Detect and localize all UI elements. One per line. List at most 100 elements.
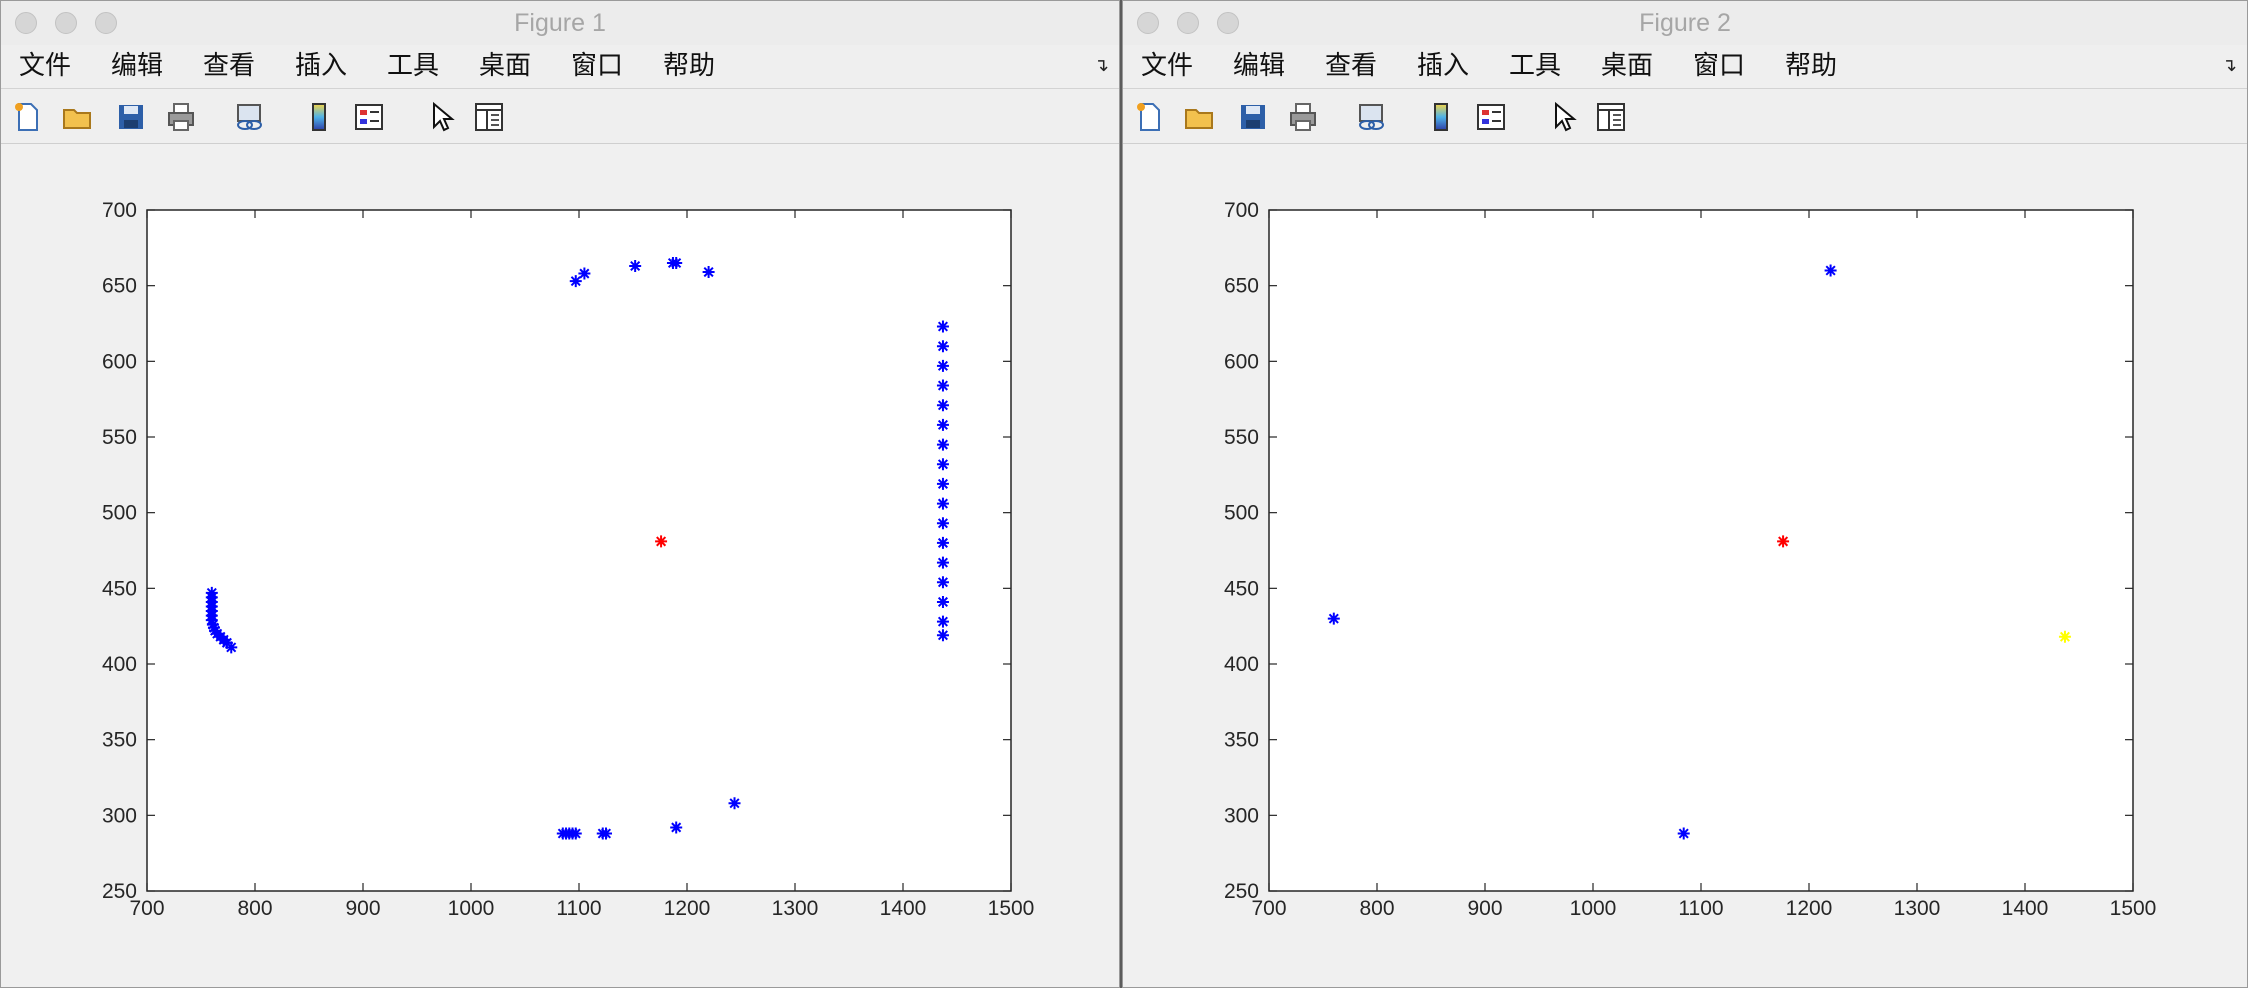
x-tick-label: 1000 bbox=[448, 897, 495, 920]
data-point bbox=[207, 621, 220, 634]
y-tick-label: 500 bbox=[102, 502, 137, 525]
y-tick-label: 350 bbox=[102, 729, 137, 752]
menu-edit[interactable]: 编辑 bbox=[111, 51, 164, 81]
save-icon[interactable] bbox=[115, 101, 147, 133]
axes-box bbox=[1268, 209, 2134, 892]
window-title: Figure 1 bbox=[514, 9, 606, 37]
close-window-button[interactable] bbox=[15, 12, 37, 34]
y-tick-label: 400 bbox=[102, 653, 137, 676]
data-point bbox=[936, 576, 949, 589]
data-point bbox=[1824, 264, 1837, 277]
data-point bbox=[936, 399, 949, 412]
menu-file[interactable]: 文件 bbox=[19, 51, 72, 81]
figure-toolbar bbox=[1, 89, 1119, 144]
title-bar[interactable]: Figure 1 bbox=[1, 1, 1119, 46]
scatter-plot[interactable]: 700 800 900 1000 1100 1200 1300 1400 1500 700 650 6… bbox=[1123, 144, 2248, 988]
data-point bbox=[1327, 612, 1340, 625]
x-tick-label: 1100 bbox=[1678, 897, 1723, 920]
menu-help[interactable]: 帮助 bbox=[663, 51, 716, 81]
x-tick-label: 800 bbox=[1359, 897, 1394, 920]
menu-view[interactable]: 查看 bbox=[203, 51, 256, 81]
edit-plot-icon[interactable] bbox=[425, 101, 457, 133]
menu-window[interactable]: 窗口 bbox=[1693, 51, 1746, 81]
figure-canvas: 700 800 900 1000 1100 1200 1300 1400 1500 700 650 6… bbox=[1, 144, 1119, 987]
menu-desktop[interactable]: 桌面 bbox=[1601, 51, 1654, 81]
menu-file[interactable]: 文件 bbox=[1141, 51, 1194, 81]
data-point bbox=[670, 256, 683, 269]
figure-toolbar bbox=[1123, 89, 2247, 144]
link-plot-icon[interactable] bbox=[1355, 101, 1387, 133]
insert-legend-icon[interactable] bbox=[353, 101, 385, 133]
data-point bbox=[670, 821, 683, 834]
y-tick-label: 350 bbox=[1224, 729, 1259, 752]
title-bar[interactable]: Figure 2 bbox=[1123, 1, 2247, 46]
edit-plot-icon[interactable] bbox=[1547, 101, 1579, 133]
x-tick-label: 1200 bbox=[664, 897, 711, 920]
data-point bbox=[600, 827, 612, 840]
new-figure-icon[interactable] bbox=[11, 101, 43, 133]
menu-tools[interactable]: 工具 bbox=[1509, 51, 1562, 81]
x-tick-label: 1400 bbox=[2002, 897, 2049, 920]
data-point bbox=[1677, 827, 1690, 840]
menu-tools[interactable]: 工具 bbox=[387, 51, 440, 81]
figure-window-2: Figure 2 文件 编辑 查看 插入 工具 桌面 窗口 帮助 ↴ 700 80… bbox=[1122, 0, 2248, 988]
minimize-window-button[interactable] bbox=[1177, 12, 1199, 34]
property-inspector-icon[interactable] bbox=[1595, 101, 1627, 133]
y-tick-label: 700 bbox=[102, 199, 137, 222]
menu-view[interactable]: 查看 bbox=[1325, 51, 1378, 81]
open-file-icon[interactable] bbox=[61, 101, 93, 133]
insert-colorbar-icon[interactable] bbox=[1425, 101, 1457, 133]
menu-insert[interactable]: 插入 bbox=[1417, 51, 1470, 81]
data-point bbox=[2058, 630, 2071, 643]
zoom-window-button[interactable] bbox=[1217, 12, 1239, 34]
data-point bbox=[936, 536, 949, 549]
x-tick-label: 1200 bbox=[1786, 897, 1833, 920]
menu-help[interactable]: 帮助 bbox=[1785, 51, 1838, 81]
link-plot-icon[interactable] bbox=[233, 101, 265, 133]
menu-insert[interactable]: 插入 bbox=[295, 51, 348, 81]
print-icon[interactable] bbox=[1287, 101, 1319, 133]
dock-arrow-icon[interactable]: ↴ bbox=[2221, 55, 2237, 75]
data-point bbox=[936, 320, 949, 333]
y-tick-label: 550 bbox=[1224, 426, 1259, 449]
data-point bbox=[936, 418, 949, 431]
menu-window[interactable]: 窗口 bbox=[571, 51, 624, 81]
data-point bbox=[936, 595, 949, 608]
save-icon[interactable] bbox=[1237, 101, 1269, 133]
axes-box bbox=[146, 209, 1012, 892]
new-figure-icon[interactable] bbox=[1133, 101, 1165, 133]
insert-colorbar-icon[interactable] bbox=[303, 101, 335, 133]
data-point bbox=[225, 641, 238, 654]
data-point bbox=[936, 438, 949, 451]
data-point bbox=[702, 266, 715, 279]
y-tick-label: 600 bbox=[1224, 350, 1259, 373]
data-point bbox=[655, 535, 668, 548]
data-point bbox=[728, 797, 741, 810]
y-tick-label: 700 bbox=[1224, 199, 1259, 222]
x-tick-label: 1400 bbox=[880, 897, 927, 920]
menu-desktop[interactable]: 桌面 bbox=[479, 51, 532, 81]
insert-legend-icon[interactable] bbox=[1475, 101, 1507, 133]
x-tick-label: 1300 bbox=[1894, 897, 1941, 920]
minimize-window-button[interactable] bbox=[55, 12, 77, 34]
property-inspector-icon[interactable] bbox=[473, 101, 505, 133]
scatter-plot[interactable]: 700 800 900 1000 1100 1200 1300 1400 1500 700 650 6… bbox=[1, 144, 1120, 988]
data-point bbox=[936, 458, 949, 471]
menu-edit[interactable]: 编辑 bbox=[1233, 51, 1286, 81]
print-icon[interactable] bbox=[165, 101, 197, 133]
x-tick-label: 700 bbox=[1251, 897, 1286, 920]
dock-arrow-icon[interactable]: ↴ bbox=[1093, 55, 1109, 75]
figure-canvas: 700 800 900 1000 1100 1200 1300 1400 1500 700 650 6… bbox=[1123, 144, 2247, 987]
zoom-window-button[interactable] bbox=[95, 12, 117, 34]
data-point bbox=[206, 618, 219, 631]
data-point bbox=[936, 556, 949, 569]
close-window-button[interactable] bbox=[1137, 12, 1159, 34]
data-point bbox=[1777, 535, 1790, 548]
x-tick-label: 1500 bbox=[2110, 897, 2157, 920]
x-tick-label: 1100 bbox=[556, 897, 601, 920]
y-tick-label: 550 bbox=[102, 426, 137, 449]
data-point bbox=[936, 629, 949, 642]
y-tick-label: 300 bbox=[102, 804, 137, 827]
open-file-icon[interactable] bbox=[1183, 101, 1215, 133]
x-tick-label: 900 bbox=[1467, 897, 1502, 920]
